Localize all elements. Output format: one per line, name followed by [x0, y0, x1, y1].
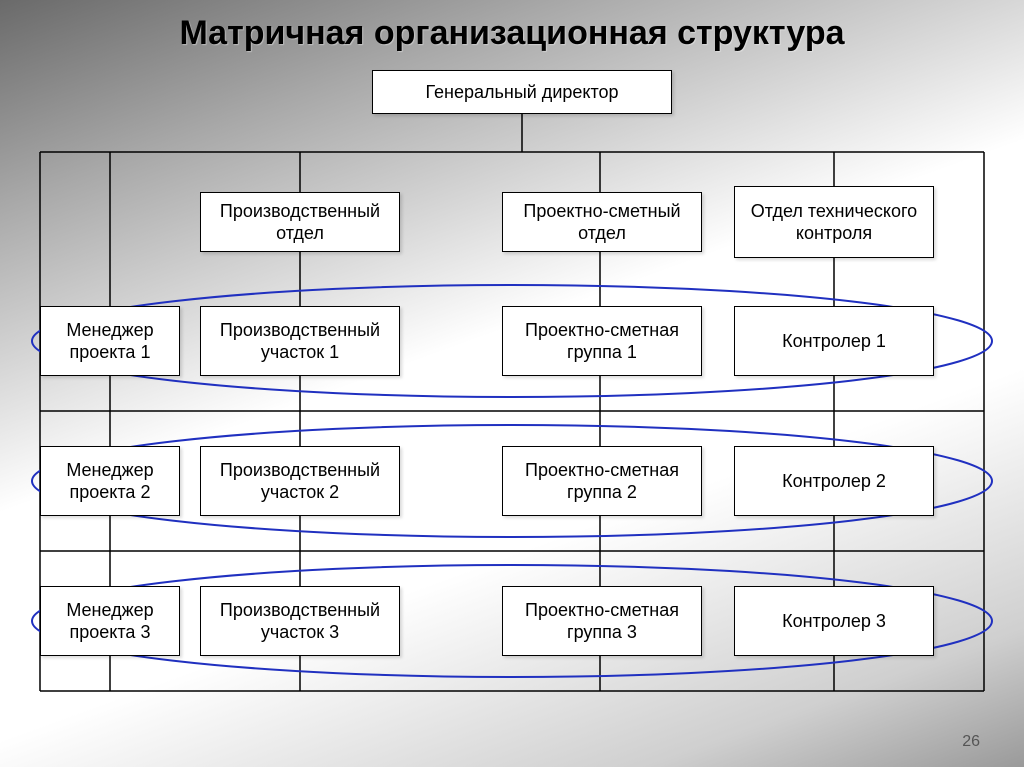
node-dept-qc: Отдел технического контроля [734, 186, 934, 258]
node-est-3: Проектно-сметная группа 3 [502, 586, 702, 656]
slide-canvas: Матричная организационная структура [0, 0, 1024, 767]
node-ceo: Генеральный директор [372, 70, 672, 114]
node-prod-1: Производственный участок 1 [200, 306, 400, 376]
node-manager-2: Менеджер проекта 2 [40, 446, 180, 516]
node-dept-estimate: Проектно-сметный отдел [502, 192, 702, 252]
page-number: 26 [962, 733, 980, 751]
slide-title: Матричная организационная структура [0, 14, 1024, 53]
node-prod-2: Производственный участок 2 [200, 446, 400, 516]
node-qc-1: Контролер 1 [734, 306, 934, 376]
node-qc-3: Контролер 3 [734, 586, 934, 656]
node-manager-3: Менеджер проекта 3 [40, 586, 180, 656]
node-dept-production: Производственный отдел [200, 192, 400, 252]
node-est-1: Проектно-сметная группа 1 [502, 306, 702, 376]
node-est-2: Проектно-сметная группа 2 [502, 446, 702, 516]
node-qc-2: Контролер 2 [734, 446, 934, 516]
node-manager-1: Менеджер проекта 1 [40, 306, 180, 376]
node-prod-3: Производственный участок 3 [200, 586, 400, 656]
